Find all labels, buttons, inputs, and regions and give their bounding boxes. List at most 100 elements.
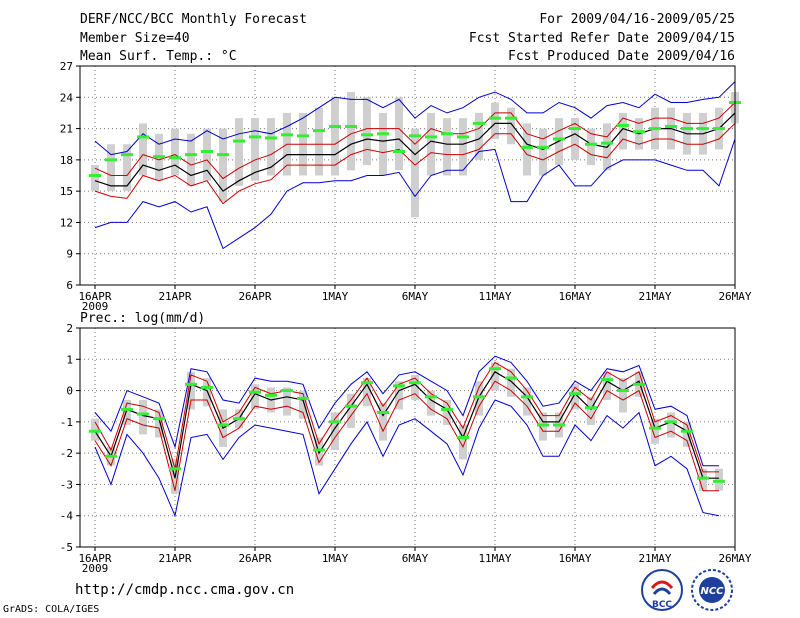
p2-spread-box [155,409,163,438]
p2-xtick-label: 21APR [158,552,191,565]
p1-spread-box [91,165,99,192]
p2-xtick-label: 26APR [238,552,271,565]
p2-marker [585,406,597,410]
p1-ytick-label: 24 [60,91,74,104]
p2-spread-box [427,390,435,416]
p2-ytick-label: 1 [66,353,73,366]
forecast-period: For 2009/04/16-2009/05/25 [539,12,735,27]
p1-marker [441,132,453,136]
p2-ytick-label: -5 [60,541,73,554]
variable-label-temp: Mean Surf. Temp.: °C [80,49,237,64]
p2-xtick-label: 11MAY [478,552,511,565]
p2-marker [185,382,197,386]
p2-marker [633,382,645,386]
p1-xtick-label: 6MAY [402,290,429,303]
p2-marker [265,393,277,397]
p2-spread-box [571,384,579,410]
p1-min-line [94,138,736,250]
p1-marker [505,116,517,120]
p1-spread-box [171,128,179,176]
p2-marker [329,420,341,424]
p1-spread-box [443,118,451,176]
p1-marker [601,141,613,145]
p2-marker [217,423,229,427]
p1-spread-box [395,97,403,171]
p1-marker [553,137,565,141]
p2-marker [617,389,629,393]
bcc-logo-icon: BCC [641,569,683,611]
p1-xtick-label: 21APR [158,290,191,303]
p2-marker [105,454,117,458]
p2-marker [89,429,101,433]
p2-marker [521,395,533,399]
p2-marker [697,476,709,480]
p1-spread-box [475,112,483,160]
p1-xtick-label: 26MAY [718,290,751,303]
p2-spread-box [507,368,515,397]
p2-spread-box [715,468,723,491]
p1-xtick-label: 16APR [78,290,111,303]
p1-spread-box [123,144,131,192]
p2-marker [201,385,213,389]
grads-credit: GrADS: COLA/IGES [3,604,100,615]
p2-spread-box [379,403,387,441]
p1-spread-box [219,128,227,202]
p1-ytick-label: 21 [60,123,73,136]
p2-spread-box [699,468,707,491]
p2-lower-spread-line [94,380,719,492]
p1-ytick-label: 15 [60,185,73,198]
p1-spread-box [523,123,531,176]
p2-spread-box [539,412,547,441]
p1-xtick-label: 11MAY [478,290,511,303]
p1-marker [633,130,645,134]
p1-spread-box [203,128,211,181]
p2-marker [665,420,677,424]
p1-marker [425,135,437,139]
p1-marker [473,121,485,125]
p1-marker [345,124,357,128]
p2-marker [281,389,293,393]
p1-marker [665,124,677,128]
p1-marker [649,127,661,131]
p2-spread-box [603,371,611,400]
p2-marker [457,436,469,439]
p2-spread-box [411,374,419,400]
p2-spread-box [299,390,307,419]
p2-min-line [94,399,720,518]
footer-url: http://cmdp.ncc.cma.gov.cn [75,582,295,598]
p1-spread-box [587,128,595,166]
p1-marker [521,145,533,149]
p1-spread-box [427,112,435,176]
p2-marker [649,426,661,430]
p2-plot-frame [79,327,736,548]
p1-marker [697,127,709,131]
p2-spread-box [651,418,659,444]
p1-lower-spread-line [94,123,736,205]
p1-ytick-label: 12 [60,216,73,229]
p1-ytick-label: 18 [60,154,73,167]
p1-marker [233,139,245,143]
p1-marker [265,136,277,140]
p2-spread-box [363,378,371,407]
p2-spread-box [347,393,355,429]
p1-year-label: 2009 [82,300,109,313]
p2-ytick-label: -1 [60,416,73,429]
p1-marker [297,134,309,138]
p2-marker [393,384,405,388]
p1-ytick-label: 27 [60,60,73,73]
p1-marker [89,174,101,177]
p2-ytick-label: -4 [60,510,74,523]
p2-xtick-label: 21MAY [638,552,671,565]
p1-spread-box [187,133,195,186]
p1-marker [121,153,133,157]
p1-spread-box [379,112,387,176]
p1-spread-box [347,92,355,171]
p1-mean-line [94,112,736,192]
p2-max-line [94,355,719,467]
p2-spread-box [459,424,467,460]
produced-date: Fcst Produced Date 2009/04/16 [508,49,735,64]
p2-marker [569,392,581,396]
p2-upper-spread-line [94,361,719,473]
p2-spread-box [91,418,99,441]
p2-spread-box [123,399,131,425]
